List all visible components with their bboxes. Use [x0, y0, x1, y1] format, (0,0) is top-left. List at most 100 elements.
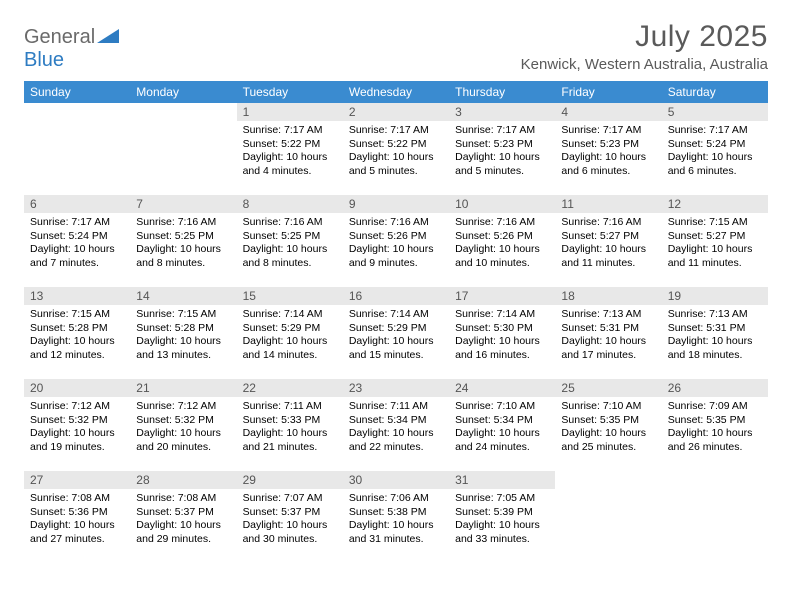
- sunrise-text: Sunrise: 7:14 AM: [243, 308, 337, 322]
- sunrise-text: Sunrise: 7:17 AM: [668, 124, 762, 138]
- day-number: 30: [343, 471, 449, 489]
- daylight-text-2: and 4 minutes.: [243, 165, 337, 179]
- weekday-monday: Monday: [130, 81, 236, 103]
- calendar-cell: 6Sunrise: 7:17 AMSunset: 5:24 PMDaylight…: [24, 195, 130, 287]
- daylight-text-1: Daylight: 10 hours: [243, 243, 337, 257]
- calendar-cell: 24Sunrise: 7:10 AMSunset: 5:34 PMDayligh…: [449, 379, 555, 471]
- day-body: Sunrise: 7:15 AMSunset: 5:28 PMDaylight:…: [130, 305, 236, 369]
- sunrise-text: Sunrise: 7:10 AM: [561, 400, 655, 414]
- sunset-text: Sunset: 5:32 PM: [136, 414, 230, 428]
- sunset-text: Sunset: 5:28 PM: [136, 322, 230, 336]
- sunrise-text: Sunrise: 7:12 AM: [136, 400, 230, 414]
- calendar-cell: [662, 471, 768, 563]
- sunset-text: Sunset: 5:37 PM: [136, 506, 230, 520]
- sunset-text: Sunset: 5:29 PM: [243, 322, 337, 336]
- day-number: 4: [555, 103, 661, 121]
- calendar-cell: 28Sunrise: 7:08 AMSunset: 5:37 PMDayligh…: [130, 471, 236, 563]
- daylight-text-1: Daylight: 10 hours: [349, 335, 443, 349]
- day-body: Sunrise: 7:16 AMSunset: 5:26 PMDaylight:…: [449, 213, 555, 277]
- sunset-text: Sunset: 5:23 PM: [561, 138, 655, 152]
- logo: GeneralBlue: [24, 26, 119, 72]
- calendar-cell: 22Sunrise: 7:11 AMSunset: 5:33 PMDayligh…: [237, 379, 343, 471]
- daylight-text-2: and 6 minutes.: [668, 165, 762, 179]
- weekday-thursday: Thursday: [449, 81, 555, 103]
- day-number: 14: [130, 287, 236, 305]
- weekday-friday: Friday: [555, 81, 661, 103]
- sunset-text: Sunset: 5:29 PM: [349, 322, 443, 336]
- day-number: 26: [662, 379, 768, 397]
- day-body: Sunrise: 7:17 AMSunset: 5:24 PMDaylight:…: [662, 121, 768, 185]
- daylight-text-2: and 15 minutes.: [349, 349, 443, 363]
- day-body: Sunrise: 7:16 AMSunset: 5:25 PMDaylight:…: [237, 213, 343, 277]
- daylight-text-2: and 18 minutes.: [668, 349, 762, 363]
- daylight-text-2: and 13 minutes.: [136, 349, 230, 363]
- calendar-row: 20Sunrise: 7:12 AMSunset: 5:32 PMDayligh…: [24, 379, 768, 471]
- calendar-row: 6Sunrise: 7:17 AMSunset: 5:24 PMDaylight…: [24, 195, 768, 287]
- day-body: Sunrise: 7:17 AMSunset: 5:22 PMDaylight:…: [237, 121, 343, 185]
- daylight-text-1: Daylight: 10 hours: [349, 519, 443, 533]
- day-number: 5: [662, 103, 768, 121]
- calendar-cell: 8Sunrise: 7:16 AMSunset: 5:25 PMDaylight…: [237, 195, 343, 287]
- sunrise-text: Sunrise: 7:12 AM: [30, 400, 124, 414]
- day-number: 9: [343, 195, 449, 213]
- day-body: Sunrise: 7:16 AMSunset: 5:25 PMDaylight:…: [130, 213, 236, 277]
- daylight-text-1: Daylight: 10 hours: [668, 427, 762, 441]
- weekday-saturday: Saturday: [662, 81, 768, 103]
- calendar-cell: 4Sunrise: 7:17 AMSunset: 5:23 PMDaylight…: [555, 103, 661, 195]
- daylight-text-2: and 6 minutes.: [561, 165, 655, 179]
- sunrise-text: Sunrise: 7:16 AM: [243, 216, 337, 230]
- day-number: 10: [449, 195, 555, 213]
- calendar-row: 1Sunrise: 7:17 AMSunset: 5:22 PMDaylight…: [24, 103, 768, 195]
- day-number: 24: [449, 379, 555, 397]
- daylight-text-2: and 14 minutes.: [243, 349, 337, 363]
- day-body: Sunrise: 7:09 AMSunset: 5:35 PMDaylight:…: [662, 397, 768, 461]
- calendar-cell: 30Sunrise: 7:06 AMSunset: 5:38 PMDayligh…: [343, 471, 449, 563]
- day-number: 1: [237, 103, 343, 121]
- daylight-text-1: Daylight: 10 hours: [455, 519, 549, 533]
- sunrise-text: Sunrise: 7:16 AM: [136, 216, 230, 230]
- logo-triangle-icon: [97, 26, 119, 48]
- calendar-cell: 29Sunrise: 7:07 AMSunset: 5:37 PMDayligh…: [237, 471, 343, 563]
- day-number: 7: [130, 195, 236, 213]
- day-body: Sunrise: 7:14 AMSunset: 5:29 PMDaylight:…: [343, 305, 449, 369]
- sunset-text: Sunset: 5:38 PM: [349, 506, 443, 520]
- day-body: Sunrise: 7:12 AMSunset: 5:32 PMDaylight:…: [24, 397, 130, 461]
- day-body: Sunrise: 7:10 AMSunset: 5:34 PMDaylight:…: [449, 397, 555, 461]
- location-label: Kenwick, Western Australia, Australia: [521, 56, 768, 73]
- sunset-text: Sunset: 5:34 PM: [349, 414, 443, 428]
- day-body: Sunrise: 7:11 AMSunset: 5:33 PMDaylight:…: [237, 397, 343, 461]
- sunrise-text: Sunrise: 7:08 AM: [30, 492, 124, 506]
- daylight-text-1: Daylight: 10 hours: [561, 427, 655, 441]
- day-body: Sunrise: 7:15 AMSunset: 5:28 PMDaylight:…: [24, 305, 130, 369]
- calendar-cell: 9Sunrise: 7:16 AMSunset: 5:26 PMDaylight…: [343, 195, 449, 287]
- daylight-text-2: and 9 minutes.: [349, 257, 443, 271]
- day-body: Sunrise: 7:16 AMSunset: 5:26 PMDaylight:…: [343, 213, 449, 277]
- weekday-sunday: Sunday: [24, 81, 130, 103]
- weekday-tuesday: Tuesday: [237, 81, 343, 103]
- day-body: Sunrise: 7:08 AMSunset: 5:37 PMDaylight:…: [130, 489, 236, 553]
- daylight-text-1: Daylight: 10 hours: [668, 243, 762, 257]
- sunset-text: Sunset: 5:39 PM: [455, 506, 549, 520]
- daylight-text-2: and 11 minutes.: [668, 257, 762, 271]
- day-body: Sunrise: 7:07 AMSunset: 5:37 PMDaylight:…: [237, 489, 343, 553]
- daylight-text-1: Daylight: 10 hours: [455, 151, 549, 165]
- day-body: Sunrise: 7:08 AMSunset: 5:36 PMDaylight:…: [24, 489, 130, 553]
- sunset-text: Sunset: 5:28 PM: [30, 322, 124, 336]
- daylight-text-2: and 27 minutes.: [30, 533, 124, 547]
- calendar-cell: 13Sunrise: 7:15 AMSunset: 5:28 PMDayligh…: [24, 287, 130, 379]
- day-body: Sunrise: 7:15 AMSunset: 5:27 PMDaylight:…: [662, 213, 768, 277]
- calendar-cell: 17Sunrise: 7:14 AMSunset: 5:30 PMDayligh…: [449, 287, 555, 379]
- daylight-text-1: Daylight: 10 hours: [30, 243, 124, 257]
- daylight-text-1: Daylight: 10 hours: [455, 427, 549, 441]
- day-number: 2: [343, 103, 449, 121]
- sunset-text: Sunset: 5:31 PM: [668, 322, 762, 336]
- day-body: Sunrise: 7:13 AMSunset: 5:31 PMDaylight:…: [555, 305, 661, 369]
- day-number: 27: [24, 471, 130, 489]
- sunset-text: Sunset: 5:34 PM: [455, 414, 549, 428]
- sunrise-text: Sunrise: 7:16 AM: [561, 216, 655, 230]
- calendar-cell: 15Sunrise: 7:14 AMSunset: 5:29 PMDayligh…: [237, 287, 343, 379]
- day-number: 22: [237, 379, 343, 397]
- day-body: Sunrise: 7:17 AMSunset: 5:24 PMDaylight:…: [24, 213, 130, 277]
- sunset-text: Sunset: 5:35 PM: [668, 414, 762, 428]
- weekday-wednesday: Wednesday: [343, 81, 449, 103]
